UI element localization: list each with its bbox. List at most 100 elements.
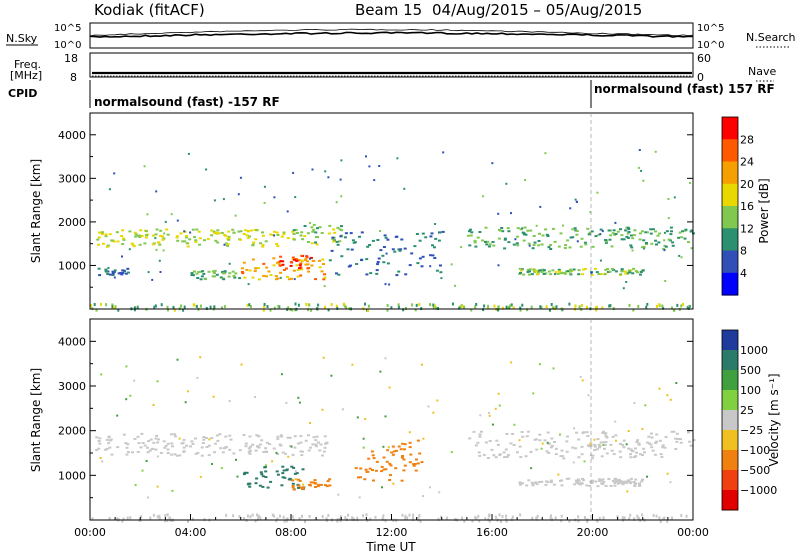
- data-cell-power: [611, 245, 614, 247]
- data-cell-power: [158, 244, 161, 246]
- data-cell-power: [531, 273, 534, 275]
- data-cell-power: [351, 249, 354, 251]
- data-cell-velocity: [152, 442, 155, 444]
- data-cell-velocity: [566, 451, 569, 453]
- ground-scatter-cell: [495, 516, 497, 519]
- data-cell-power: [468, 244, 471, 246]
- data-cell-velocity: [321, 455, 324, 457]
- data-cell-power: [297, 269, 300, 271]
- ground-scatter-cell: [127, 517, 129, 520]
- sparse-cell: [498, 393, 500, 395]
- data-cell-velocity: [623, 440, 626, 442]
- data-cell-power: [560, 272, 563, 274]
- data-cell-power: [254, 267, 257, 269]
- data-cell-velocity: [418, 453, 421, 455]
- data-cell-velocity: [190, 440, 193, 442]
- data-cell-velocity: [246, 472, 249, 474]
- data-cell-velocity: [293, 489, 296, 491]
- sparse-cell: [157, 380, 159, 382]
- sparse-cell: [675, 382, 677, 384]
- ground-scatter-cell: [498, 306, 500, 309]
- sparse-cell: [205, 169, 207, 171]
- data-cell-power: [631, 237, 634, 239]
- data-cell-power: [293, 270, 296, 272]
- sparse-cell: [312, 169, 314, 171]
- data-cell-power: [228, 276, 231, 278]
- data-cell-power: [345, 232, 348, 234]
- data-cell-power: [666, 230, 669, 232]
- sparse-cell: [669, 481, 671, 483]
- sparse-cell: [185, 401, 187, 403]
- sparse-cell: [254, 396, 256, 398]
- sparse-cell: [373, 179, 375, 181]
- data-cell-velocity: [665, 436, 668, 438]
- data-cell-velocity: [413, 465, 416, 467]
- power-y-tick-label: 3000: [58, 172, 86, 185]
- data-cell-power: [101, 231, 104, 233]
- data-cell-velocity: [505, 449, 508, 451]
- data-cell-velocity: [630, 478, 633, 480]
- power-ylabel: Slant Range [km]: [29, 159, 43, 263]
- data-cell-velocity: [380, 470, 383, 472]
- data-cell-power: [621, 238, 624, 240]
- data-cell-velocity: [550, 438, 553, 440]
- sparse-cell: [539, 206, 541, 208]
- sparse-cell: [594, 439, 596, 441]
- data-cell-velocity: [230, 439, 233, 441]
- ground-scatter-cell: [452, 303, 454, 306]
- data-cell-velocity: [660, 453, 663, 455]
- data-cell-power: [684, 238, 687, 240]
- data-cell-velocity: [609, 444, 612, 446]
- data-cell-power: [322, 263, 325, 265]
- data-cell-power: [431, 232, 434, 234]
- sparse-cell: [536, 225, 538, 227]
- ground-scatter-cell: [364, 303, 366, 306]
- data-cell-power: [279, 265, 282, 267]
- sparse-cell: [385, 283, 387, 285]
- data-cell-power: [121, 243, 124, 245]
- data-cell-velocity: [547, 432, 550, 434]
- data-cell-power: [239, 239, 242, 241]
- data-cell-power: [311, 231, 314, 233]
- data-cell-velocity: [178, 454, 181, 456]
- sparse-cell: [351, 364, 353, 366]
- sparse-cell: [663, 239, 665, 241]
- data-cell-power: [507, 230, 510, 232]
- data-cell-velocity: [619, 456, 622, 458]
- data-cell-power: [323, 273, 326, 275]
- ground-scatter-cell: [344, 516, 346, 519]
- data-cell-power: [609, 271, 612, 273]
- data-cell-velocity: [581, 453, 584, 455]
- data-cell-power: [421, 265, 424, 267]
- sparse-cell: [133, 380, 135, 382]
- data-cell-velocity: [400, 448, 403, 450]
- data-cell-power: [633, 229, 636, 231]
- data-cell-velocity: [228, 449, 231, 451]
- data-cell-power: [365, 273, 368, 275]
- data-cell-power: [621, 268, 624, 270]
- data-cell-power: [429, 254, 432, 256]
- data-cell-power: [381, 255, 384, 257]
- colorbar-swatch: [722, 470, 738, 491]
- data-cell-power: [245, 269, 248, 271]
- sparse-cell: [600, 260, 602, 262]
- data-cell-velocity: [261, 486, 264, 488]
- data-cell-power: [321, 270, 324, 272]
- sparse-cell: [577, 240, 579, 242]
- sparse-cell: [659, 388, 661, 390]
- sparse-cell: [623, 482, 625, 484]
- data-cell-velocity: [638, 483, 641, 485]
- data-cell-power: [155, 233, 158, 235]
- data-cell-velocity: [604, 433, 607, 435]
- data-cell-velocity: [519, 456, 522, 458]
- data-cell-power: [582, 269, 585, 271]
- data-cell-velocity: [655, 434, 658, 436]
- data-cell-power: [156, 229, 159, 231]
- data-cell-power: [670, 230, 673, 232]
- data-cell-power: [542, 235, 545, 237]
- data-cell-power: [383, 246, 386, 248]
- sparse-cell: [121, 256, 123, 258]
- data-cell-velocity: [131, 451, 134, 453]
- ground-scatter-cell: [645, 306, 647, 309]
- data-cell-power: [180, 232, 183, 234]
